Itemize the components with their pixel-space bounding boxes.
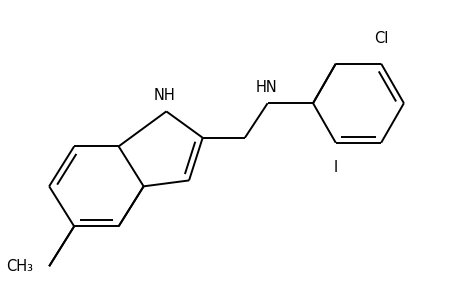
Text: I: I [333,160,337,175]
Text: HN: HN [255,80,277,95]
Text: CH₃: CH₃ [6,259,33,274]
Text: Cl: Cl [373,32,387,46]
Text: NH: NH [153,88,174,103]
